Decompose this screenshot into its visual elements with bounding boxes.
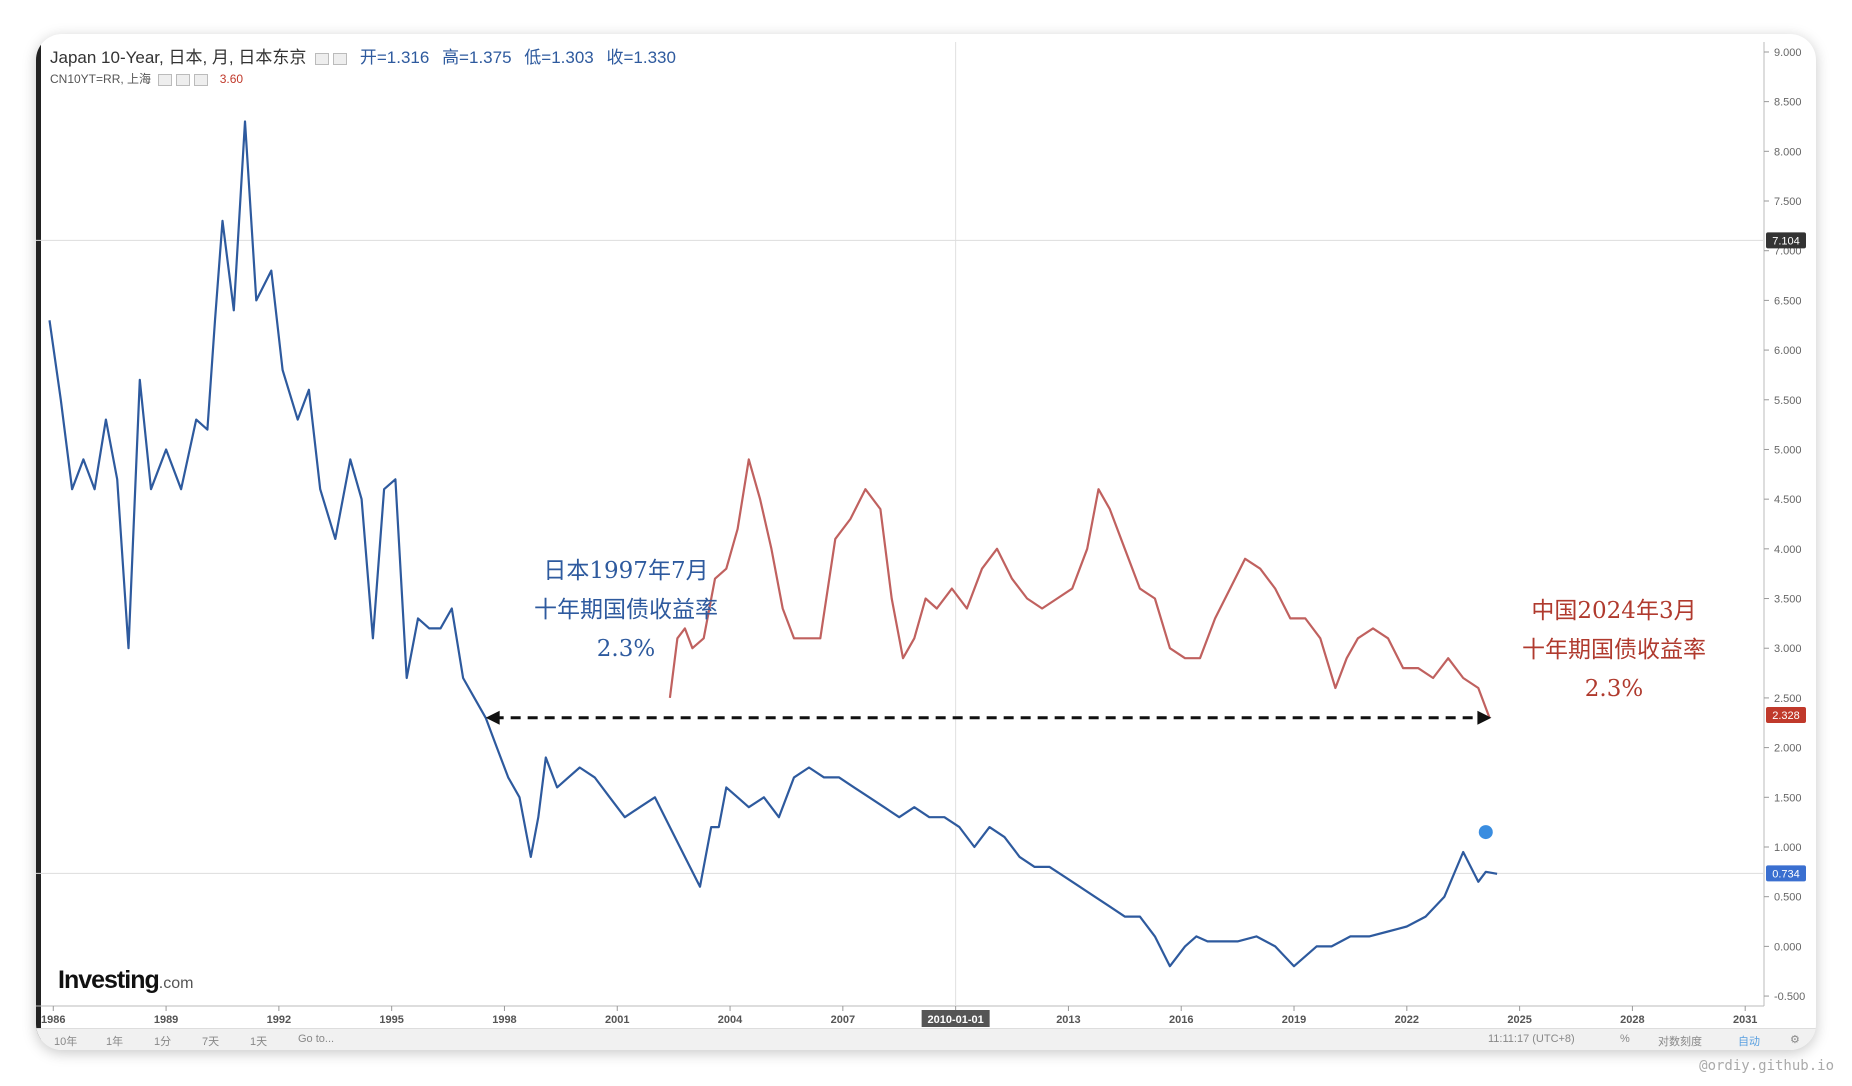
y-tick-label: 1.000 bbox=[1774, 842, 1802, 854]
toolbar-time: 11:11:17 (UTC+8) bbox=[1488, 1033, 1575, 1045]
legend-low: 低=1.303 bbox=[524, 48, 594, 67]
x-tick-label: 2004 bbox=[718, 1014, 743, 1026]
legend-high: 高=1.375 bbox=[442, 48, 512, 67]
x-tick-label: 2022 bbox=[1395, 1014, 1419, 1026]
event-marker-icon bbox=[1478, 825, 1493, 840]
price-badge-label: 2.328 bbox=[1772, 710, 1800, 722]
x-tick-label: 1986 bbox=[41, 1014, 65, 1026]
crosshair-date-box bbox=[921, 1010, 990, 1027]
x-tick-label: 1989 bbox=[154, 1014, 178, 1026]
legend-close: 收=1.330 bbox=[606, 48, 676, 67]
y-tick-label: 6.500 bbox=[1774, 295, 1802, 307]
x-tick-label: 2031 bbox=[1733, 1014, 1757, 1026]
frame-left-edge bbox=[36, 34, 41, 1050]
y-tick-label: 8.500 bbox=[1774, 97, 1802, 109]
range-button-1d[interactable]: 1天 bbox=[250, 1036, 268, 1048]
log-scale-toggle[interactable]: 对数刻度 bbox=[1658, 1036, 1702, 1048]
y-tick-label: 2.500 bbox=[1774, 693, 1802, 705]
annotation-japan-line3: 2.3% bbox=[596, 636, 656, 662]
auto-scale-toggle[interactable]: 自动 bbox=[1738, 1036, 1760, 1048]
logo-main: Investing bbox=[58, 966, 160, 994]
arrow-head-left bbox=[485, 710, 500, 725]
x-tick-label: 1992 bbox=[267, 1014, 291, 1026]
logo-suffix: .com bbox=[158, 975, 194, 992]
legend-china: CN10YT=RR, 上海 3.60 bbox=[50, 70, 243, 87]
range-button-1m[interactable]: 1分 bbox=[154, 1036, 172, 1048]
chart-plot: 9.000 8.500 8.000 7.500 7.000 6.500 6.000 5.500… bbox=[36, 34, 1806, 1050]
price-badge bbox=[1766, 707, 1806, 724]
annotation-china: 中国2024年3月 十年期国债收益率 2.3% bbox=[1464, 592, 1764, 709]
annotation-china-line3: 2.3% bbox=[1584, 676, 1644, 702]
x-tick-label: 2007 bbox=[831, 1014, 855, 1026]
y-tick-label: 2.000 bbox=[1774, 743, 1802, 755]
series-line-japan bbox=[48, 120, 1498, 968]
price-badge-label: 0.734 bbox=[1772, 868, 1800, 880]
range-button-7d[interactable]: 7天 bbox=[202, 1036, 220, 1048]
range-button-10y[interactable]: 10年 bbox=[54, 1036, 78, 1048]
y-tick-label: 4.000 bbox=[1774, 544, 1802, 556]
arrow-head-right bbox=[1477, 710, 1492, 725]
y-tick-label: 9.000 bbox=[1774, 47, 1802, 59]
legend-china-close-icon[interactable] bbox=[194, 73, 209, 86]
series-line-china bbox=[668, 458, 1491, 719]
x-tick-label: 2019 bbox=[1282, 1014, 1306, 1026]
y-tick-label: 5.500 bbox=[1774, 395, 1802, 407]
x-tick-label: 2025 bbox=[1507, 1014, 1531, 1026]
price-badge bbox=[1766, 232, 1806, 249]
range-button-1y[interactable]: 1年 bbox=[106, 1036, 124, 1048]
goto-button[interactable]: Go to... bbox=[298, 1033, 335, 1045]
x-tick-label: 2016 bbox=[1169, 1014, 1193, 1026]
annotation-japan-line1: 日本1997年7月 bbox=[543, 558, 709, 584]
y-tick-label: 7.500 bbox=[1774, 196, 1802, 208]
y-tick-label: -0.500 bbox=[1774, 991, 1805, 1003]
y-tick-label: 3.500 bbox=[1774, 594, 1802, 606]
legend-close-icon[interactable] bbox=[333, 52, 348, 65]
y-tick-label: 5.000 bbox=[1774, 444, 1802, 456]
x-tick-label: 2013 bbox=[1056, 1014, 1080, 1026]
y-tick-label: 4.500 bbox=[1774, 494, 1802, 506]
y-tick-label: 3.000 bbox=[1774, 643, 1802, 655]
legend-japan: Japan 10-Year, 日本, 月, 日本东京 开=1.316 高=1.3… bbox=[50, 43, 676, 68]
y-tick-label: 0.500 bbox=[1774, 892, 1802, 904]
legend-china-hide-icon[interactable] bbox=[176, 73, 191, 86]
settings-icon[interactable]: ⚙ bbox=[1790, 1034, 1800, 1046]
annotation-china-line2: 十年期国债收益率 bbox=[1522, 637, 1706, 663]
percent-toggle[interactable]: % bbox=[1620, 1033, 1630, 1045]
legend-china-value: 3.60 bbox=[219, 72, 244, 86]
y-tick-label: 1.500 bbox=[1774, 792, 1802, 804]
chart-frame: 9.000 8.500 8.000 7.500 7.000 6.500 6.000 5.500… bbox=[36, 34, 1816, 1050]
y-tick-label: 8.000 bbox=[1774, 146, 1802, 158]
y-tick-label: 0.000 bbox=[1774, 941, 1802, 953]
legend-china-name: CN10YT=RR, 上海 bbox=[50, 72, 152, 86]
investing-logo: Investing.com bbox=[58, 966, 193, 995]
watermark: @ordiy.github.io bbox=[1699, 1058, 1834, 1074]
x-tick-label: 2028 bbox=[1620, 1014, 1644, 1026]
price-badge bbox=[1766, 865, 1806, 882]
y-tick-label: 7.000 bbox=[1774, 246, 1802, 258]
legend-japan-name: Japan 10-Year, 日本, 月, 日本东京 bbox=[50, 48, 307, 67]
bottom-toolbar: 10年 1年 1分 7天 1天 Go to... 11:11:17 (UTC+8… bbox=[36, 1028, 1816, 1050]
legend-china-settings-icon[interactable] bbox=[158, 73, 173, 86]
x-tick-label: 1995 bbox=[379, 1014, 403, 1026]
x-tick-label: 2001 bbox=[605, 1014, 629, 1026]
price-badge-label: 7.104 bbox=[1772, 235, 1800, 247]
x-tick-label: 2010-01-01 bbox=[927, 1014, 983, 1026]
legend-settings-icon[interactable] bbox=[315, 52, 330, 65]
annotation-japan-line2: 十年期国债收益率 bbox=[534, 597, 718, 623]
y-tick-label: 6.000 bbox=[1774, 345, 1802, 357]
annotation-china-line1: 中国2024年3月 bbox=[1531, 598, 1697, 624]
x-tick-label: 1998 bbox=[492, 1014, 516, 1026]
legend-open: 开=1.316 bbox=[359, 48, 430, 67]
annotation-japan: 日本1997年7月 十年期国债收益率 2.3% bbox=[476, 552, 776, 669]
